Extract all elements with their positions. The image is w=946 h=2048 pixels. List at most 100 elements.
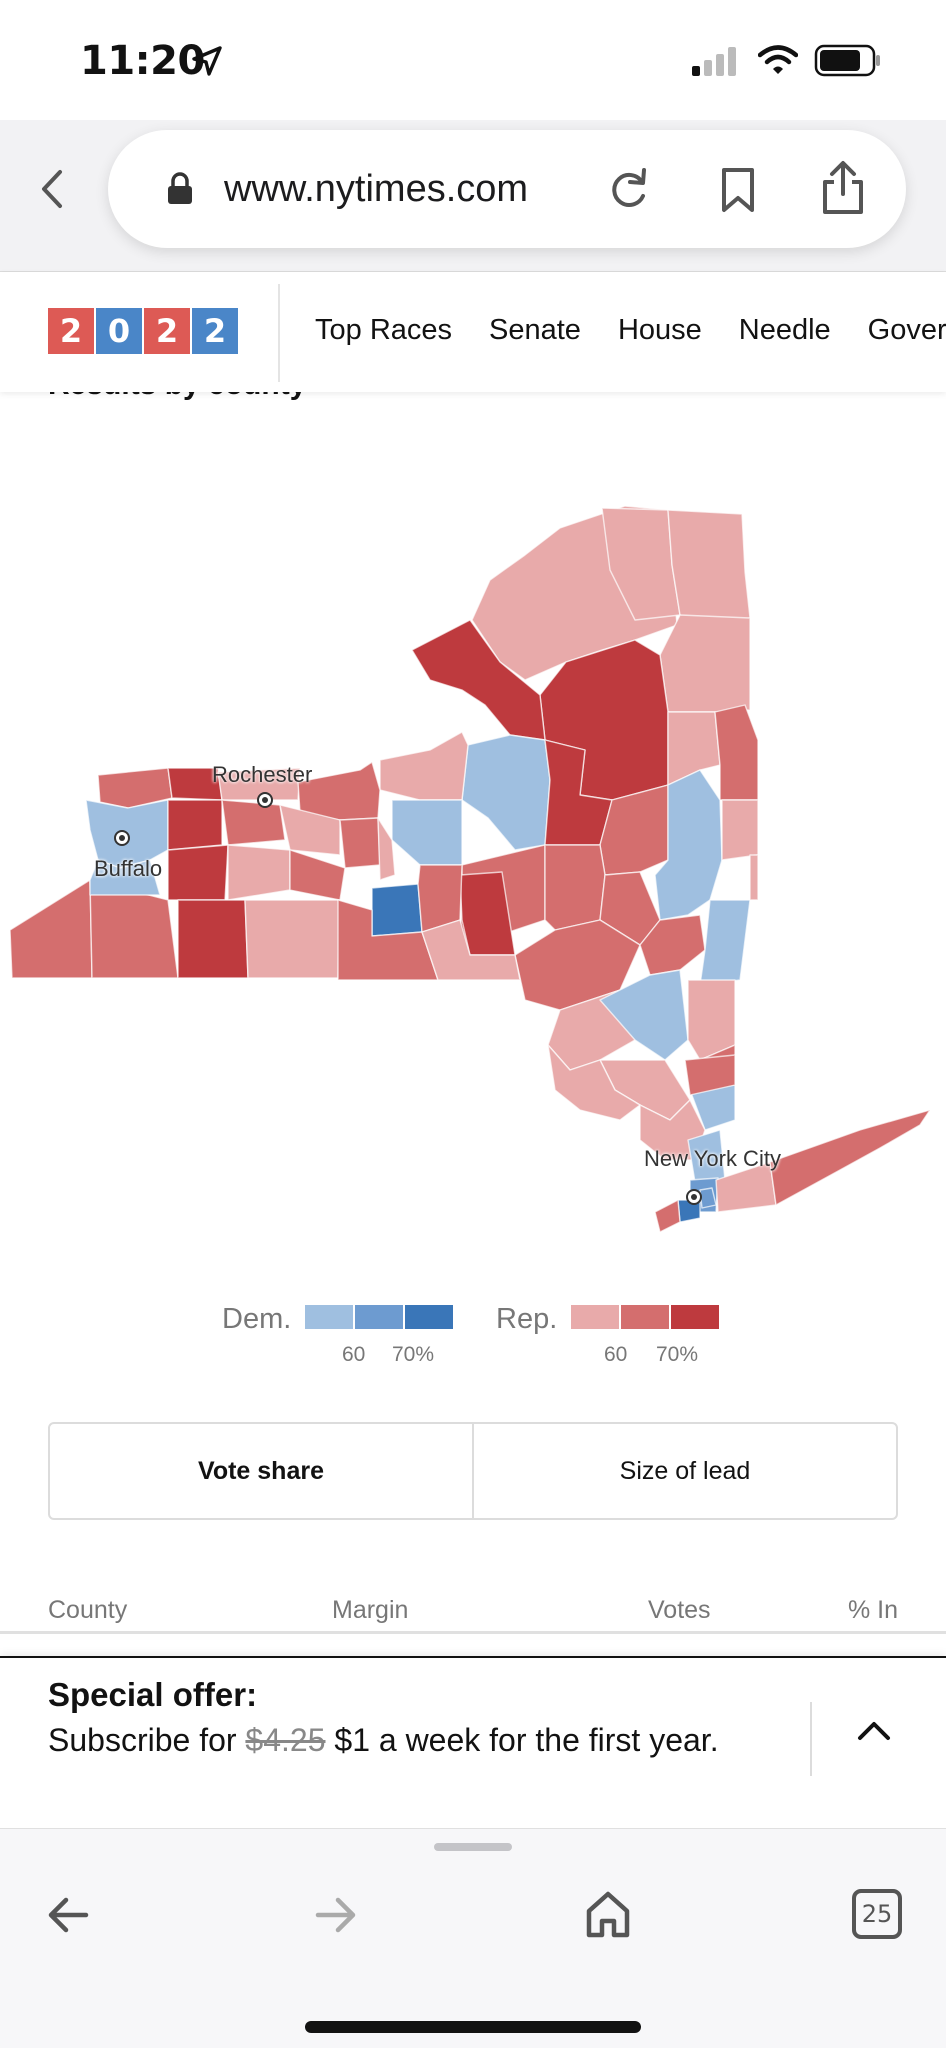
legend-tick: 60 [342,1343,366,1366]
logo-digit: 0 [96,308,142,354]
county-region[interactable] [514,919,641,1011]
legend-rep-swatches [571,1305,720,1329]
nav-items: Top Races Senate House Needle Gover [315,314,946,347]
county-region[interactable] [339,817,381,869]
legend-swatch [671,1305,720,1329]
wifi-icon [758,45,798,74]
legend-rep: Rep. 60 70% [496,1303,720,1366]
address-bar[interactable]: www.nytimes.com [108,130,906,248]
site-nav: 2 0 2 2 Top Races Senate House Needle Go… [0,272,946,392]
county-region[interactable] [721,799,759,861]
column-percent-in[interactable]: % In [848,1596,899,1624]
county-region[interactable] [699,1187,717,1209]
home-icon[interactable] [584,1889,632,1939]
county-region[interactable] [289,849,346,901]
browser-header: www.nytimes.com [0,120,946,272]
logo-digit: 2 [192,308,238,354]
legend-tick: 60 [604,1343,628,1366]
legend-swatch [621,1305,670,1329]
county-region[interactable] [9,879,93,979]
county-region[interactable] [654,1199,681,1233]
county-region[interactable] [217,767,301,801]
column-county[interactable]: County [48,1596,128,1624]
logo-digit: 2 [144,308,190,354]
nav-item-governor[interactable]: Gover [867,314,946,346]
legend-rep-label: Rep. [496,1303,558,1335]
county-region[interactable] [659,614,751,713]
legend-tick: 70% [392,1343,435,1366]
bookmark-icon[interactable] [718,166,758,214]
home-indicator [305,2021,641,2033]
county-region[interactable] [371,883,423,937]
legend-dem-swatches [305,1305,454,1329]
column-margin[interactable]: Margin [332,1596,409,1624]
offer-body: Subscribe for $4.25 $1 a week for the fi… [48,1720,768,1761]
nyc-label: New York City [644,1146,781,1171]
reload-icon[interactable] [606,166,652,212]
county-region[interactable] [684,1054,736,1096]
county-region[interactable] [544,844,606,931]
county-region[interactable] [421,919,521,981]
size-of-lead-button[interactable]: Size of lead [472,1424,896,1518]
back-arrow-icon[interactable] [46,1895,90,1935]
offer-title: Special offer: [48,1676,258,1713]
buffalo-label: Buffalo [94,856,163,881]
column-votes[interactable]: Votes [648,1596,711,1624]
county-region[interactable] [279,804,341,856]
nav-divider [278,284,280,382]
county-region[interactable] [654,769,723,921]
nav-item-house[interactable]: House [617,314,702,346]
county-region[interactable] [221,799,286,846]
cellular-signal-icon [692,47,736,76]
legend-swatch [405,1305,454,1329]
county-region[interactable] [391,799,463,866]
county-region[interactable] [227,844,291,901]
location-arrow-icon [192,46,222,76]
election-2022-logo[interactable]: 2 0 2 2 [48,308,238,354]
county-region[interactable] [461,734,551,851]
offer-divider [810,1702,812,1776]
nav-item-needle[interactable]: Needle [738,314,831,346]
county-region[interactable] [714,704,759,801]
county-region[interactable] [167,844,229,901]
county-region[interactable] [89,859,161,896]
back-chevron-icon[interactable] [38,168,66,210]
county-region[interactable] [377,817,396,881]
vote-share-button[interactable]: Vote share [198,1456,324,1485]
legend-dem-label: Dem. [222,1303,292,1335]
offer-body-prefix: Subscribe for [48,1722,246,1758]
county-region[interactable] [411,619,546,741]
tabs-icon[interactable]: 25 [852,1889,902,1939]
county-region[interactable] [749,854,759,901]
rochester-label: Rochester [212,762,313,787]
legend-swatch [571,1305,620,1329]
county-region[interactable] [167,799,223,851]
offer-old-price: $4.25 [245,1722,326,1758]
county-table-header: County Margin Votes % In [0,1590,946,1634]
legend-tick: 70% [656,1343,699,1366]
offer-body-suffix: $1 a week for the first year. [325,1722,719,1758]
legend-swatch [355,1305,404,1329]
legend-dem: Dem. 60 70% [222,1303,454,1366]
county-region[interactable] [769,1109,931,1206]
county-region[interactable] [379,731,469,801]
sheet-grabber[interactable] [434,1843,512,1851]
county-region[interactable] [667,711,721,786]
special-offer-banner[interactable]: Special offer: Subscribe for $4.25 $1 a … [0,1656,946,1828]
url-text: www.nytimes.com [224,168,529,210]
chevron-up-icon[interactable] [856,1718,892,1742]
forward-arrow-icon[interactable] [314,1895,358,1935]
share-icon[interactable] [820,160,866,216]
battery-icon [814,44,880,77]
county-results-map[interactable]: Rochester Buffalo New York City [0,500,946,1240]
county-region[interactable] [667,509,751,631]
logo-digit: 2 [48,308,94,354]
county-region[interactable] [177,899,249,979]
map-mode-toggle: Vote share Size of lead [48,1422,898,1520]
county-region[interactable] [244,899,341,979]
nav-item-top-races[interactable]: Top Races [315,314,453,346]
status-bar: 11:20 [0,0,946,120]
nav-item-senate[interactable]: Senate [489,314,581,346]
county-region[interactable] [699,899,751,986]
